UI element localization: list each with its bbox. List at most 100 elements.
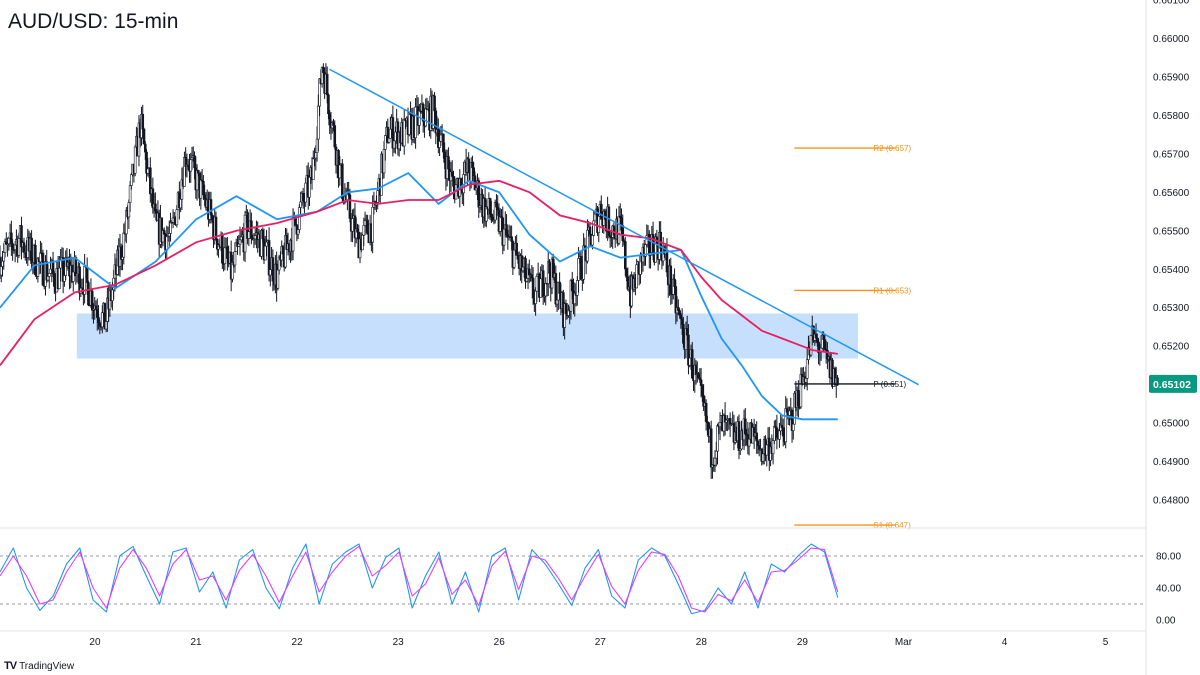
price-bar-body [414,106,417,139]
price-bar-body [677,307,680,311]
price-bar-body [291,217,295,252]
price-bar-body [338,164,342,179]
price-bar-body [816,337,819,343]
price-bar-body [541,270,545,298]
price-bar-body [167,233,171,237]
price-bar-body [13,244,17,250]
price-bar-body [822,334,825,340]
price-bar-body [472,167,476,177]
price-bar-body [488,198,492,215]
ema-slow-line [0,179,838,366]
price-bar-body [433,95,436,112]
price-bar-body [304,182,308,203]
price-bar-body [527,268,531,276]
price-bar-body [209,199,213,216]
stochastic-axis-tick: 40.00 [1156,584,1181,595]
price-bar-body [238,239,242,245]
price-axis-tick: 0.64800 [1153,496,1190,507]
price-bar-body [94,305,98,310]
price-bar-body [535,275,539,292]
price-bar-body [797,390,800,407]
price-bar-body [133,146,137,174]
price-bar-body [805,359,809,379]
time-axis-tick: 4 [1002,637,1008,648]
price-bar-body [521,266,525,272]
price-bar-body [467,158,470,173]
price-axis-tick: 0.65900 [1153,72,1190,83]
price-bar-body [701,385,704,396]
price-bar-body [263,245,267,261]
price-bar-body [298,207,301,230]
price-bar-body [17,238,21,256]
price-bar-body [327,94,330,115]
price-bar-body [612,225,616,236]
price-bar-body [525,278,529,282]
time-axis-tick: 22 [292,637,304,648]
price-bar-body [530,274,534,279]
time-axis-tick: 5 [1103,637,1109,648]
time-axis-tick: Mar [895,637,913,648]
price-bar-body [49,268,52,274]
price-bar-body [46,276,50,281]
price-bar-body [651,234,655,256]
price-bar-body [247,231,251,239]
price-axis-tick: 0.65500 [1153,226,1190,237]
price-bar-body [104,321,108,330]
price-bar-body [332,122,335,126]
price-bar-body [804,378,808,383]
price-bar-body [1,260,4,267]
price-bar-body [22,242,26,253]
price-bar-body [30,237,33,264]
tradingview-brand[interactable]: TV TradingView [4,660,74,672]
price-bar-body [311,158,315,180]
price-bar-body [175,209,179,226]
price-axis-tick: 0.65400 [1153,265,1190,276]
price-bar-body [554,273,558,305]
price-axis-tick: 0.66100 [1153,0,1190,7]
price-bar-body [143,143,147,153]
chart-title: AUD/USD: 15-min [8,10,179,33]
price-bar-body [366,219,369,235]
price-bar-body [308,177,311,198]
price-bar-body [47,272,51,277]
price-bar-body [575,280,579,296]
price-bar-body [239,236,243,241]
price-bar-body [362,224,366,236]
price-bar-body [698,377,702,381]
price-bar-body [688,357,692,366]
price-bar-body [718,422,722,428]
price-bar-body [203,194,206,200]
price-bar-body [625,268,628,278]
price-axis-tick: 0.65000 [1153,419,1190,430]
price-bar-body [539,278,542,298]
price-bar-body [685,328,689,336]
price-bar-body [505,224,508,236]
price-bar-body [755,432,758,442]
price-bar-body [387,137,391,143]
price-bar-body [348,194,352,219]
price-bar-body [197,170,200,174]
price-axis-tick: 0.65600 [1153,188,1190,199]
price-bar-body [265,241,268,247]
price-bar-body [548,261,551,274]
time-axis-tick: 29 [797,637,809,648]
price-bar-body [71,271,75,282]
price-bar-body [761,453,765,462]
price-axis-tick: 0.65300 [1153,303,1190,314]
price-bar-body [87,282,90,306]
price-bar-body [424,108,428,127]
price-bar-body [502,228,506,246]
time-axis-tick: 21 [190,637,202,648]
price-bar-body [515,242,518,256]
price-bar-body [210,214,214,221]
price-bar-body [699,379,703,386]
price-bar-body [704,402,708,423]
price-bar-body [97,317,100,323]
price-bar-body [351,218,354,232]
price-bar-body [516,255,520,260]
price-bar-body [271,257,275,282]
price-bar-body [784,408,788,443]
price-bar-body [333,125,337,148]
price-bar-body [154,203,157,212]
